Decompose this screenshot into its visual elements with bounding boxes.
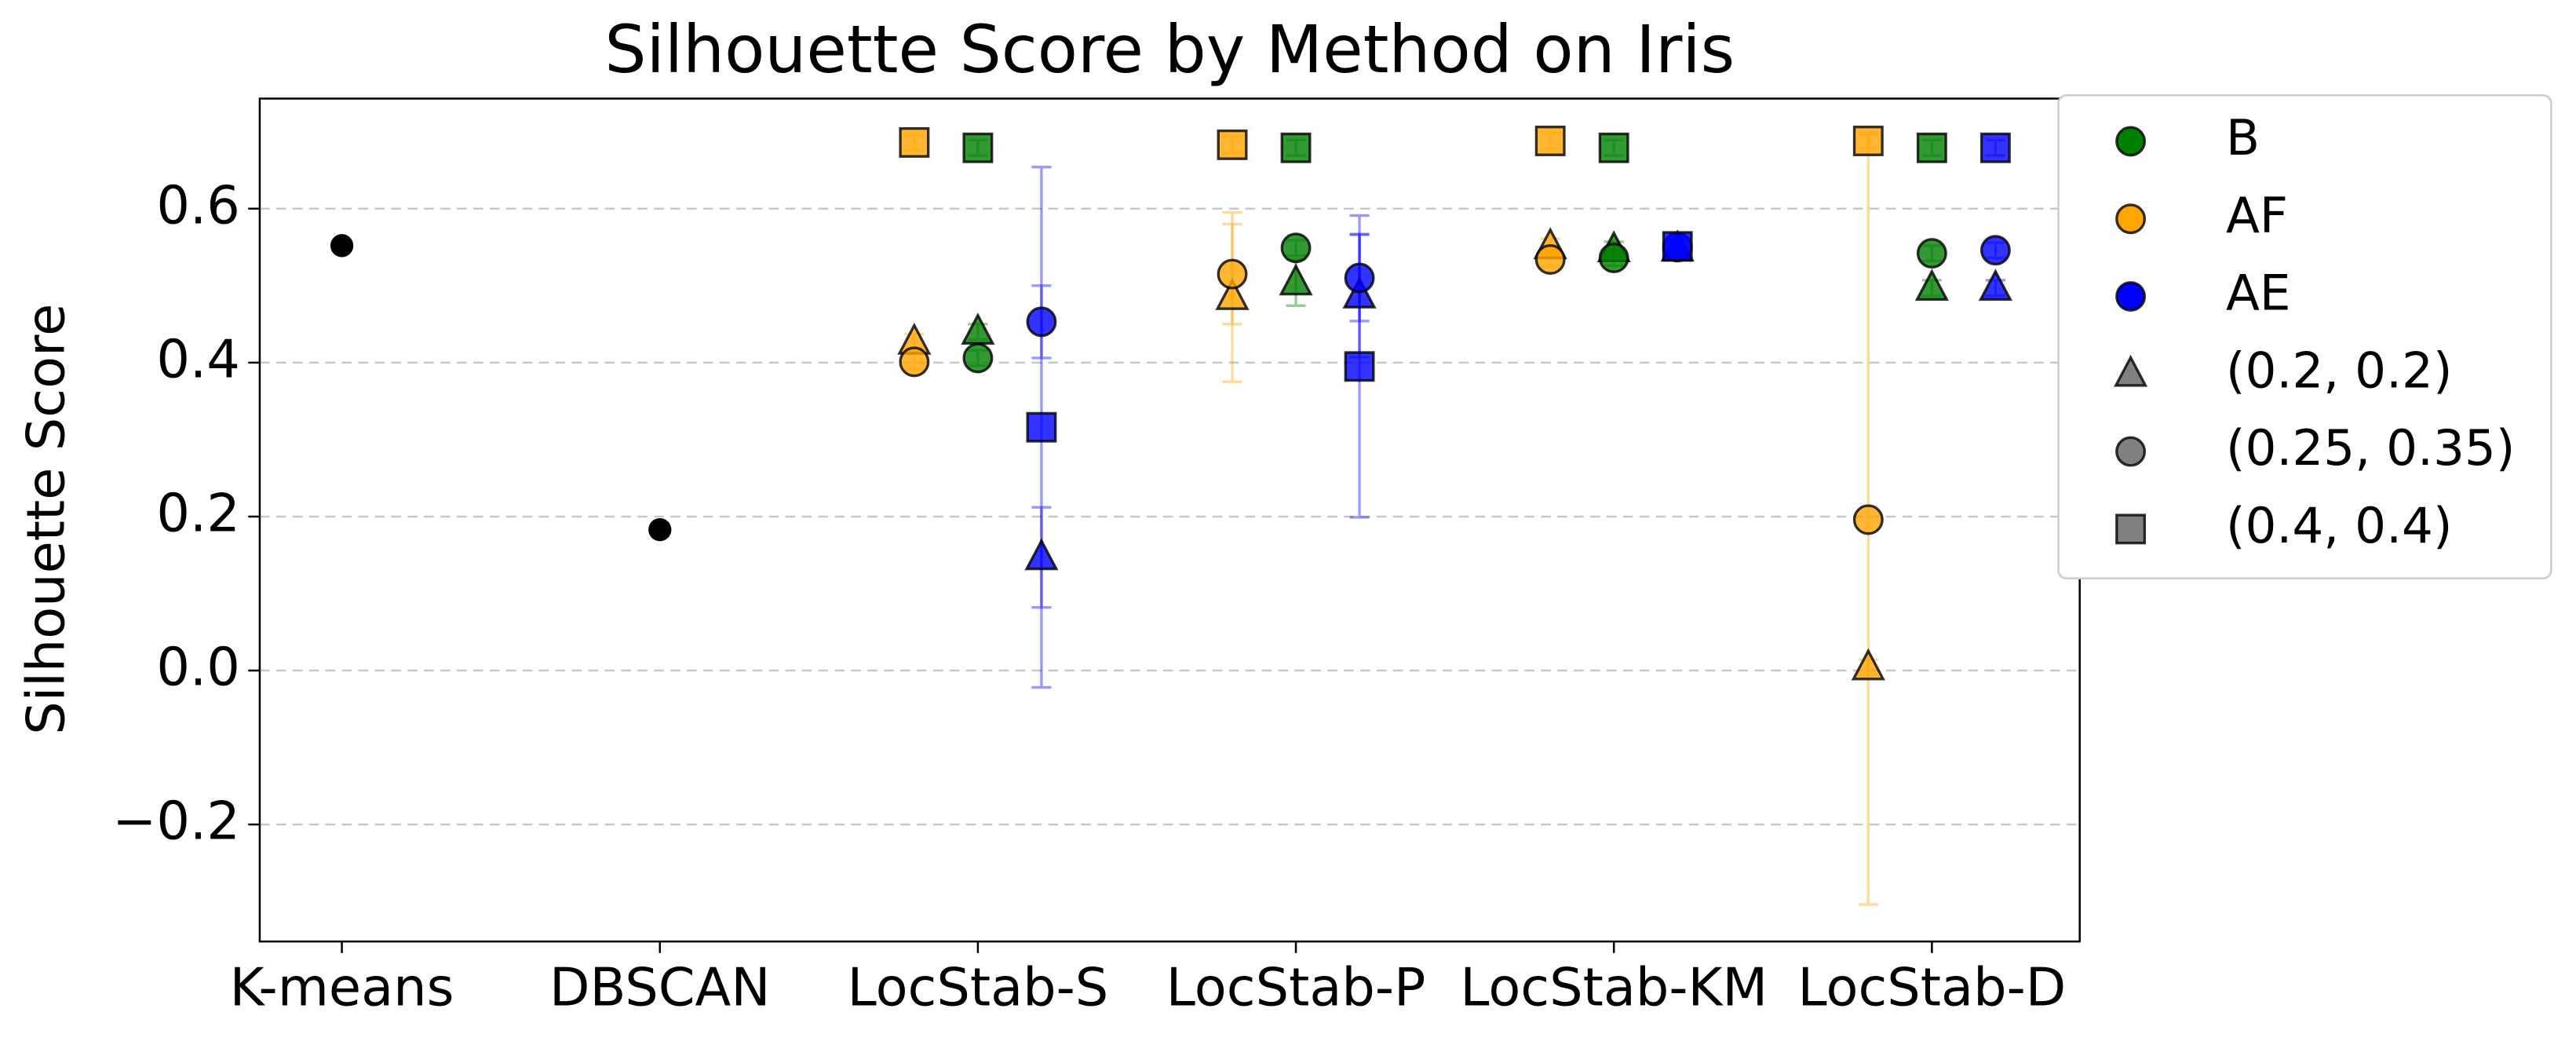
data-point xyxy=(1851,648,1885,681)
baseline-point xyxy=(330,234,354,258)
data-point xyxy=(1217,129,1248,160)
data-point xyxy=(1979,235,2011,266)
data-point xyxy=(961,312,995,345)
data-point xyxy=(1026,411,1057,443)
x-tick-label: LocStab-P xyxy=(1166,956,1426,1018)
data-point xyxy=(1852,126,1884,156)
data-point xyxy=(899,126,930,158)
x-tick-label: LocStab-S xyxy=(847,956,1108,1018)
legend-label: (0.25, 0.35) xyxy=(2226,419,2515,477)
legend-marker xyxy=(2115,126,2147,157)
legend-label: AF xyxy=(2226,187,2288,244)
data-point xyxy=(1598,243,1629,273)
data-point xyxy=(1534,126,1566,156)
legend-marker xyxy=(2115,436,2147,467)
data-point xyxy=(1217,258,1248,290)
data-point xyxy=(1279,263,1313,296)
legend-frame xyxy=(2057,94,2552,579)
legend-label: (0.2, 0.2) xyxy=(2226,342,2453,399)
data-point xyxy=(1280,132,1312,163)
baseline-point xyxy=(648,517,672,542)
y-tick-label: 0.4 xyxy=(156,328,239,389)
plot-frame xyxy=(258,97,2081,943)
data-point xyxy=(1598,132,1629,163)
legend-marker xyxy=(2115,513,2147,545)
x-tick-label: LocStab-D xyxy=(1797,956,2066,1018)
legend-label: B xyxy=(2226,109,2260,166)
data-point xyxy=(1978,269,2013,301)
x-tick-label: DBSCAN xyxy=(549,956,770,1018)
data-point xyxy=(962,132,994,163)
legend-marker xyxy=(2115,203,2147,235)
y-tick-label: 0.6 xyxy=(156,174,239,236)
data-point xyxy=(962,342,994,374)
data-point xyxy=(1344,351,1375,382)
data-point xyxy=(1914,269,1949,301)
data-point xyxy=(1280,232,1312,264)
data-point xyxy=(1215,278,1250,310)
x-tick-label: LocStab-KM xyxy=(1460,956,1768,1018)
data-point xyxy=(1534,244,1566,275)
data-point xyxy=(1344,262,1375,294)
legend-label: AE xyxy=(2226,265,2291,322)
data-point xyxy=(1916,132,1947,163)
y-axis-label: Silhouette Score xyxy=(16,304,77,735)
chart-title: Silhouette Score by Method on Iris xyxy=(604,11,1735,88)
data-point xyxy=(1916,238,1947,269)
data-point xyxy=(1979,132,2011,163)
x-tick-label: K-means xyxy=(230,956,454,1018)
y-tick-label: 0.0 xyxy=(156,637,239,698)
data-point xyxy=(1024,538,1059,571)
legend-marker xyxy=(2113,354,2148,387)
y-tick-label: 0.2 xyxy=(156,482,239,543)
data-point xyxy=(1852,504,1884,535)
data-point xyxy=(899,346,930,378)
data-point xyxy=(1026,306,1057,338)
y-tick-label: −0.2 xyxy=(112,791,240,852)
data-point xyxy=(1662,231,1693,262)
legend-label: (0.4, 0.4) xyxy=(2226,497,2453,554)
legend-marker xyxy=(2115,281,2147,312)
